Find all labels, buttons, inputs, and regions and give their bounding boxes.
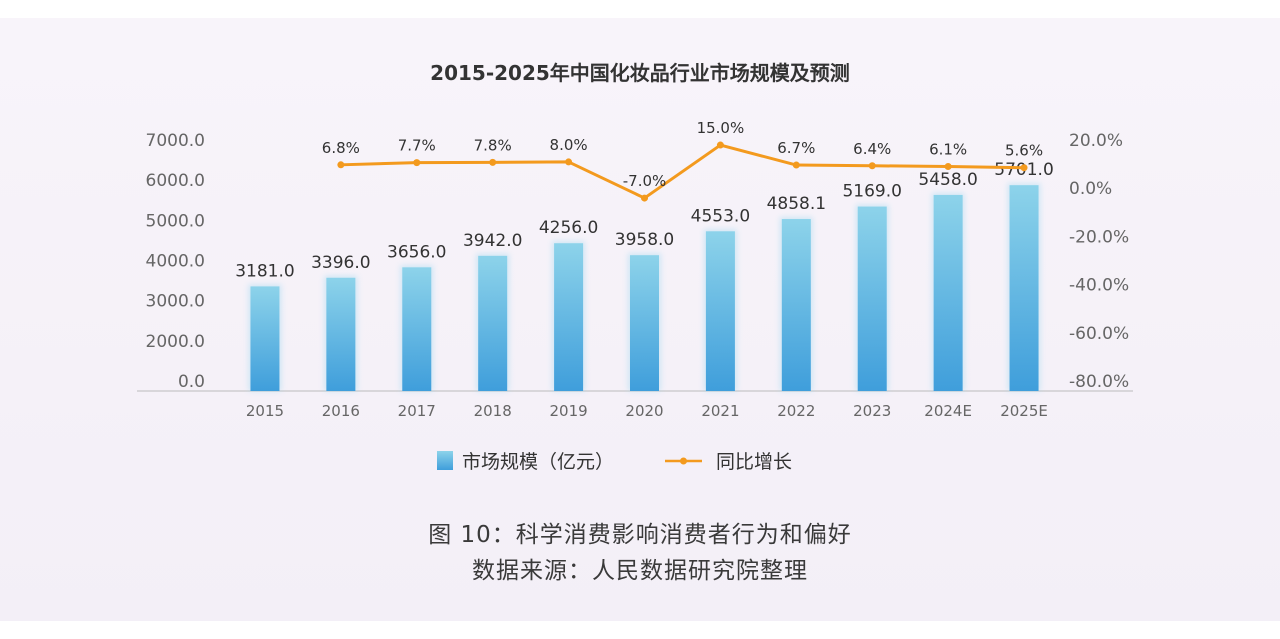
growth-point — [868, 162, 876, 170]
growth-value-label: 7.8% — [474, 136, 512, 154]
source-caption: 数据来源：人民数据研究院整理 — [472, 558, 808, 584]
y-right-tick-label: -40.0% — [1069, 276, 1129, 296]
bar — [554, 243, 584, 391]
legend: 市场规模（亿元） 同比增长 — [437, 451, 792, 473]
bar — [402, 267, 432, 391]
growth-value-label: 15.0% — [697, 119, 745, 137]
y-left-tick-label: 6000.0 — [146, 171, 205, 191]
x-tick-label: 2017 — [398, 402, 436, 420]
growth-point — [641, 194, 648, 202]
x-tick-label: 2023 — [853, 402, 891, 420]
y-right-tick-label: -80.0% — [1069, 372, 1129, 392]
y-left-tick-label: 3000.0 — [146, 292, 205, 312]
x-tick-label: 2016 — [322, 402, 360, 420]
bar — [933, 194, 963, 391]
x-tick-label: 2021 — [701, 402, 739, 420]
chart-card: 2015-2025年中国化妆品行业市场规模及预测 0.0 2000.0 3000.0… — [0, 18, 1280, 621]
y-right-tick-label: -20.0% — [1069, 227, 1129, 247]
bar-value-label: 4858.1 — [767, 194, 826, 214]
growth-value-label: 6.7% — [777, 139, 815, 157]
legend-line-label: 同比增长 — [716, 451, 792, 473]
bar-value-label: 3181.0 — [235, 261, 294, 281]
growth-value-label: 7.7% — [398, 137, 436, 155]
growth-point — [337, 161, 345, 169]
bar — [630, 255, 659, 391]
bar — [1009, 185, 1039, 391]
bar — [250, 286, 280, 391]
y-left-tick-label: 2000.0 — [146, 332, 205, 352]
legend-bar-swatch — [437, 451, 453, 470]
growth-value-label: 6.4% — [853, 140, 891, 158]
growth-point — [565, 158, 573, 166]
bar-value-label: 4256.0 — [539, 218, 598, 238]
y-left-tick-label: 7000.0 — [146, 131, 205, 151]
y-left-tick-label: 0.0 — [178, 372, 205, 392]
x-tick-label: 2019 — [549, 402, 587, 420]
bar-value-label: 3656.0 — [387, 242, 446, 262]
y-left-tick-label: 4000.0 — [146, 252, 205, 272]
bar — [326, 277, 356, 391]
bar-value-label: 5169.0 — [842, 182, 901, 202]
bar-value-label: 3958.0 — [615, 230, 674, 250]
growth-point — [413, 159, 421, 167]
growth-point — [792, 161, 800, 169]
growth-value-label: -7.0% — [623, 172, 667, 190]
bar-value-label: 3396.0 — [311, 253, 370, 273]
growth-line — [340, 143, 1025, 200]
bar — [857, 206, 887, 391]
y-right-tick-label: 20.0% — [1069, 131, 1123, 151]
legend-bar-label: 市场规模（亿元） — [462, 451, 614, 473]
y-right-tick-label: -60.0% — [1069, 324, 1129, 344]
x-tick-label: 2018 — [474, 402, 512, 420]
y-right-tick-label: 0.0% — [1069, 179, 1112, 199]
x-tick-label: 2022 — [777, 402, 815, 420]
growth-value-label: 8.0% — [550, 136, 588, 154]
growth-value-label: 6.1% — [929, 140, 967, 158]
growth-point — [489, 158, 497, 166]
x-tick-label: 2020 — [625, 402, 663, 420]
growth-value-label: 6.8% — [322, 139, 360, 157]
bar — [478, 255, 508, 391]
x-tick-label: 2024E — [924, 402, 972, 420]
x-tick-label: 2025E — [1000, 402, 1048, 420]
bar — [705, 231, 735, 391]
growth-point — [1020, 164, 1028, 172]
bar-value-label: 4553.0 — [691, 206, 750, 226]
bar-value-label: 5458.0 — [918, 170, 977, 190]
chart-title: 2015-2025年中国化妆品行业市场规模及预测 — [430, 61, 850, 85]
chart: 2015-2025年中国化妆品行业市场规模及预测 0.0 2000.0 3000.0… — [137, 61, 1133, 473]
legend-line-marker — [680, 457, 687, 465]
y-left-tick-label: 5000.0 — [146, 211, 205, 231]
growth-point — [944, 162, 952, 170]
figure-caption: 图 10：科学消费影响消费者行为和偏好 — [428, 522, 852, 548]
x-tick-label: 2015 — [246, 402, 284, 420]
bar — [781, 219, 811, 391]
growth-value-label: 5.6% — [1005, 142, 1043, 160]
growth-point — [716, 141, 724, 149]
bar-value-label: 3942.0 — [463, 231, 522, 251]
